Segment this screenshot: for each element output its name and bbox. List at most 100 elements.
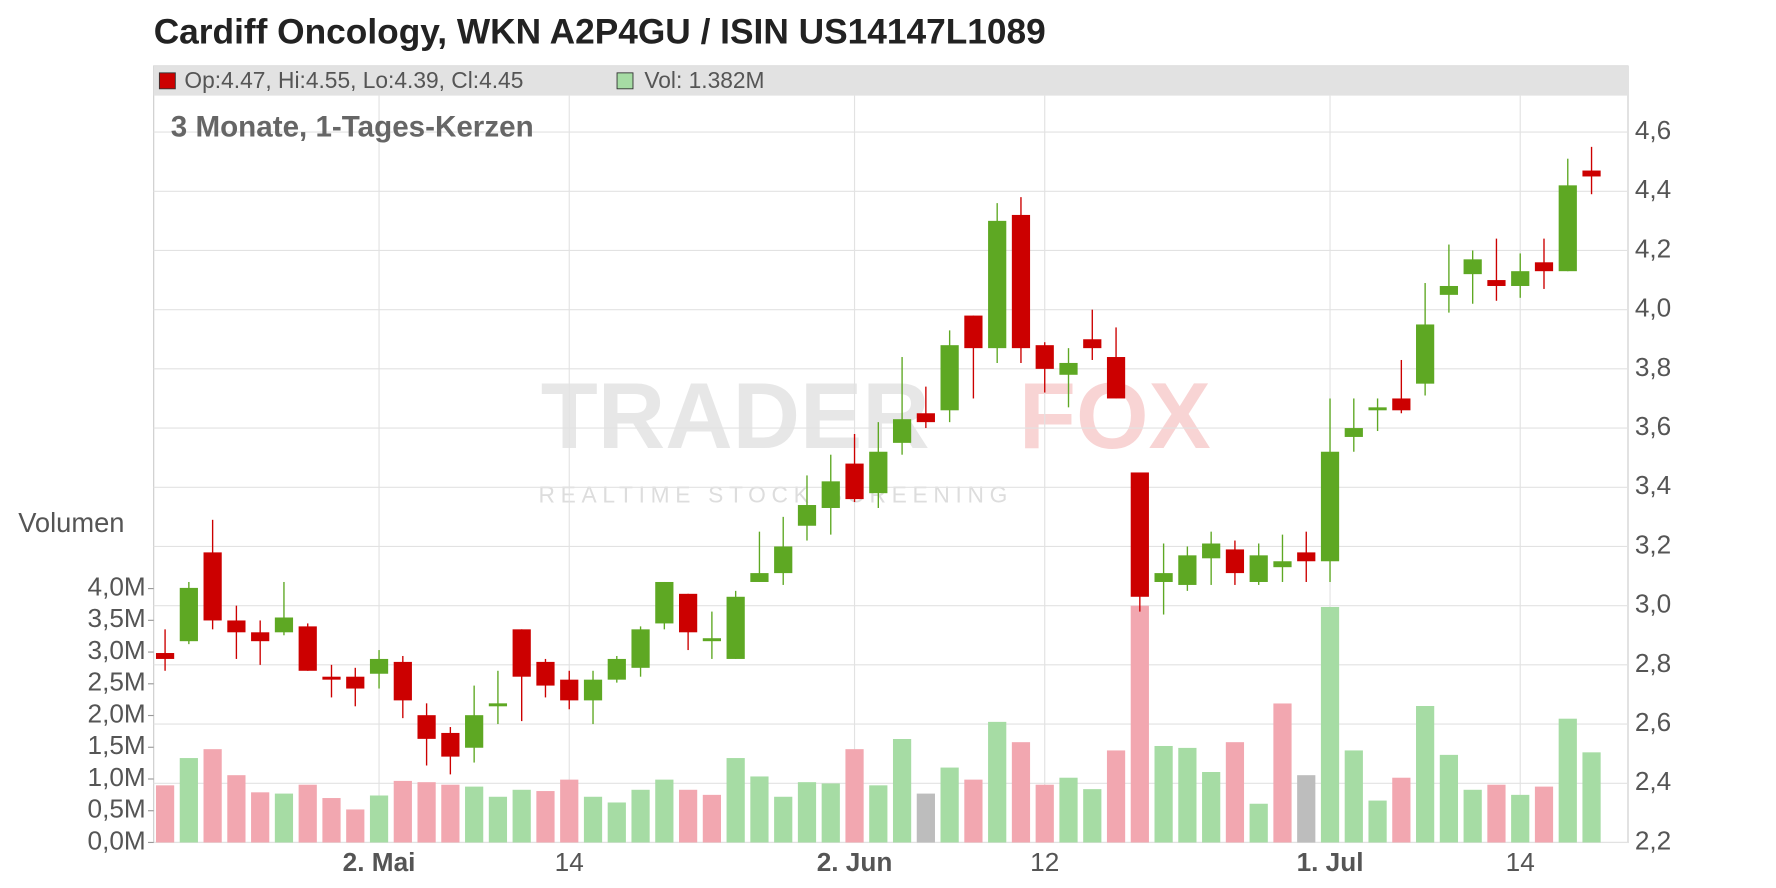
y2-tick-label: 3,5M [88, 603, 146, 633]
y-tick-label: 2,6 [1635, 707, 1671, 737]
volume-bar [1083, 789, 1102, 843]
candle-body [393, 661, 412, 701]
volume-bar [1178, 747, 1197, 843]
volume-bar [560, 779, 579, 843]
volume-bar [1130, 605, 1149, 843]
candle-body [1083, 339, 1102, 349]
y-tick-label: 2,4 [1635, 766, 1671, 796]
candle-body [251, 632, 270, 642]
candle-body [1225, 549, 1245, 574]
y2-tick-label: 2,0M [88, 698, 146, 728]
volume-bar [346, 809, 365, 843]
candle-body [1487, 280, 1506, 286]
candle-body [560, 679, 579, 701]
candle-body [1558, 185, 1577, 272]
volume-axis-label: Volumen [18, 507, 124, 538]
candle-body [441, 732, 460, 757]
candle-body [1534, 262, 1554, 272]
y2-tick-label: 1,0M [88, 762, 146, 792]
volume-bar [274, 793, 294, 843]
candle-body [179, 587, 198, 642]
candle-body [655, 581, 674, 624]
x-tick-label: 2. Mai [343, 847, 416, 877]
candle-body [916, 413, 935, 423]
volume-bar [726, 758, 745, 843]
candle-body [227, 620, 246, 633]
candle-body [1273, 561, 1292, 568]
volume-bar [465, 786, 484, 843]
candle-body [322, 676, 341, 680]
y-tick-label: 4,2 [1635, 233, 1671, 263]
volume-bar [369, 795, 389, 843]
candle-body [1368, 407, 1387, 411]
candle-body [369, 658, 389, 674]
volume-bar [631, 789, 650, 843]
candle-body [1416, 324, 1435, 384]
x-tick-label: 2. Jun [817, 847, 893, 877]
volume-bar [964, 779, 983, 843]
volume-bar [1297, 775, 1316, 843]
volume-bar [821, 783, 840, 843]
y-tick-label: 3,8 [1635, 352, 1671, 382]
y-tick-label: 4,4 [1635, 174, 1671, 204]
volume-bar [179, 758, 198, 843]
candle-body [1392, 398, 1411, 411]
y2-tick-label: 4,0M [88, 572, 146, 602]
candle-body [1582, 170, 1601, 177]
legend-bar [153, 66, 1629, 96]
volume-bar [892, 739, 912, 843]
volume-bar [1534, 786, 1554, 843]
volume-bar [512, 789, 531, 843]
volume-bar [155, 785, 175, 843]
volume-bar [1439, 754, 1459, 843]
y-tick-label: 3,6 [1635, 411, 1671, 441]
volume-bar [1487, 784, 1506, 843]
y-tick-label: 4,6 [1635, 115, 1671, 145]
candle-body [702, 638, 721, 642]
volume-bar [750, 776, 769, 843]
candle-body [1463, 259, 1482, 275]
candle-body [892, 419, 912, 443]
volume-bar [251, 792, 270, 843]
y2-tick-label: 1,5M [88, 730, 146, 760]
y2-tick-label: 0,5M [88, 794, 146, 824]
volume-bar [1344, 750, 1363, 843]
volume-bar [488, 796, 508, 843]
y-tick-label: 3,2 [1635, 529, 1671, 559]
volume-bar [1392, 777, 1411, 843]
volume-bar [1558, 718, 1577, 843]
subtitle: 3 Monate, 1-Tages-Kerzen [171, 110, 534, 143]
candle-body [1202, 543, 1221, 559]
legend-swatch [616, 72, 634, 90]
x-tick-label: 1. Jul [1297, 847, 1364, 877]
candle-body [298, 626, 317, 671]
candle-body [1297, 552, 1316, 562]
volume-bar [417, 782, 436, 843]
candle-body [346, 676, 365, 689]
volume-bar [1463, 789, 1482, 843]
candle-body [536, 661, 555, 686]
volume-bar [1582, 752, 1601, 843]
y-tick-label: 2,8 [1635, 648, 1671, 678]
x-tick-label: 12 [1030, 847, 1059, 877]
volume-bar [940, 767, 959, 843]
x-tick-label: 14 [555, 847, 584, 877]
volume-bar [322, 798, 341, 843]
volume-bar [988, 721, 1007, 843]
candle-body [750, 573, 769, 582]
candles [155, 146, 1601, 775]
volume-bar [607, 802, 626, 843]
volume-bar [583, 796, 603, 843]
volume-bar [203, 749, 222, 843]
chart-title: Cardiff Oncology, WKN A2P4GU / ISIN US14… [154, 12, 1046, 51]
candle-body [607, 658, 626, 680]
candle-body [1130, 472, 1149, 597]
candle-body [631, 629, 650, 668]
candle-body [845, 463, 864, 500]
candle-body [465, 715, 484, 748]
volume-bar [869, 785, 888, 843]
candle-body [203, 552, 222, 621]
candle-body [1106, 357, 1126, 399]
